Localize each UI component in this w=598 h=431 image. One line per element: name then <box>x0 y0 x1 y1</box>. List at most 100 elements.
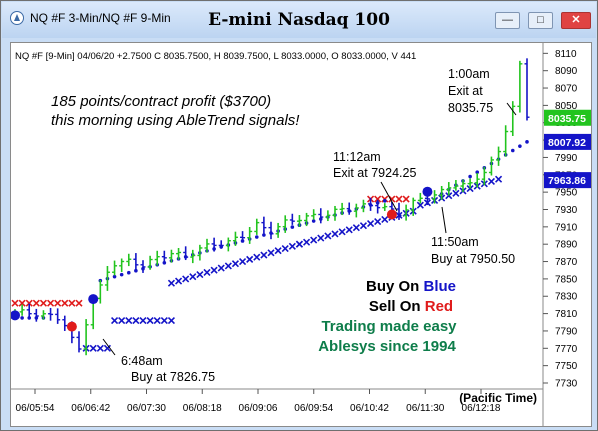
chart-tab-label[interactable]: NQ #F 3-Min/NQ #F 9-Min <box>30 11 171 25</box>
buy-stop-marker <box>238 257 247 266</box>
buy-stop-marker <box>345 226 353 234</box>
price-bar <box>211 237 217 252</box>
price-bar <box>204 238 210 253</box>
stop-x-stroke <box>338 228 346 236</box>
stop-x-stroke <box>39 299 48 307</box>
timezone-label: (Pacific Time) <box>459 391 537 405</box>
sell-stop-marker <box>39 299 48 307</box>
stop-x-stroke <box>238 257 247 266</box>
stop-x-stroke <box>246 255 254 263</box>
price-bar <box>282 215 288 233</box>
title-bar[interactable]: NQ #F 3-Min/NQ #F 9-Min E-mini Nasdaq 10… <box>2 2 596 38</box>
chart-area[interactable]: 8110809080708050803080107990797079507930… <box>10 42 592 427</box>
price-bar <box>496 146 502 166</box>
sell-signal-dot[interactable] <box>66 321 77 332</box>
buy-stop-marker <box>167 316 176 325</box>
buy-stop-marker <box>324 232 332 240</box>
x-tick-label: 06/12:18 <box>462 403 501 414</box>
stop-x-stroke <box>203 268 211 276</box>
sell-stop-marker <box>46 299 55 307</box>
annotation-pointer-exit-1 <box>380 181 398 212</box>
stop-x-stroke <box>18 299 26 307</box>
buy-stop-marker <box>139 316 147 325</box>
price-bar <box>183 246 189 261</box>
window-title: E-mini Nasdaq 100 <box>208 10 390 30</box>
sell-stop-marker <box>68 299 76 307</box>
price-bar <box>304 212 310 227</box>
price-bar <box>140 260 146 273</box>
price-bar <box>154 250 160 266</box>
plot-background <box>11 43 543 389</box>
y-tick-label: 7990 <box>555 153 578 164</box>
stop-x-stroke <box>89 344 97 352</box>
y-tick-label: 7770 <box>555 344 578 355</box>
buy-stop-marker <box>381 215 389 224</box>
price-bar <box>517 60 523 113</box>
price-label-text: 8035.75 <box>548 113 586 125</box>
price-chart[interactable]: 8110809080708050803080107990797079507930… <box>10 43 591 426</box>
buy-stop-marker <box>416 201 424 209</box>
buy-stop-marker <box>359 222 368 230</box>
buy-signal-dot[interactable] <box>88 294 99 305</box>
price-bar <box>112 260 118 276</box>
buy-stop-marker <box>246 255 254 263</box>
legend-sell-on-red: Sell On Red <box>369 298 453 315</box>
stop-x-stroke <box>103 344 112 352</box>
legend-trading-made-easy: Trading made easy <box>321 318 457 335</box>
price-axis-label: 8007.92 <box>544 133 591 150</box>
close-button[interactable]: ✕ <box>561 12 591 29</box>
price-bar <box>318 208 324 224</box>
stop-x-stroke <box>374 195 382 203</box>
y-tick-label: 7810 <box>555 309 578 320</box>
sell-signal-dot[interactable] <box>386 209 397 220</box>
stop-x-stroke <box>224 262 232 270</box>
price-bar <box>126 253 132 267</box>
price-bar <box>396 202 402 220</box>
buy-stop-marker <box>374 217 382 226</box>
sell-stop-marker <box>25 299 33 307</box>
stop-dot <box>262 233 266 237</box>
buy-signal-dot[interactable] <box>10 310 20 321</box>
stop-dot <box>525 140 529 144</box>
stop-x-stroke <box>182 275 190 283</box>
buy-signal-dot[interactable] <box>422 186 433 197</box>
price-bar <box>161 250 167 263</box>
price-axis-label: 8035.75 <box>544 109 591 126</box>
stop-x-stroke <box>32 299 40 307</box>
price-bar <box>446 182 452 196</box>
price-bar <box>76 331 82 353</box>
buy-stop-marker <box>466 185 474 193</box>
buy-stop-marker <box>217 264 225 272</box>
y-tick-label: 8050 <box>555 101 578 112</box>
annotation-exit-2-time: 1:00am <box>448 67 490 81</box>
stop-x-stroke <box>445 192 453 200</box>
y-tick-label: 7890 <box>555 240 578 251</box>
buy-stop-marker <box>452 189 460 197</box>
stop-x-stroke <box>466 185 474 193</box>
sell-stop-marker <box>374 195 382 203</box>
x-tick-label: 06/06:42 <box>71 403 110 414</box>
stop-x-stroke <box>402 195 410 203</box>
price-bar <box>339 202 345 216</box>
stop-x-stroke <box>210 266 218 274</box>
sell-stop-marker <box>18 299 26 307</box>
stop-x-stroke <box>452 189 460 197</box>
stop-x-stroke <box>132 316 140 325</box>
stop-x-stroke <box>167 279 176 287</box>
price-bar <box>481 166 487 186</box>
minimize-icon: — <box>502 14 513 26</box>
price-bar <box>26 303 32 320</box>
stop-x-stroke <box>96 344 104 352</box>
buy-stop-marker <box>288 242 296 250</box>
minimize-button[interactable]: — <box>495 12 520 29</box>
stop-dot <box>119 272 124 277</box>
maximize-button[interactable]: □ <box>528 12 553 29</box>
stop-x-stroke <box>295 240 304 248</box>
sell-stop-marker <box>54 299 62 307</box>
price-bar <box>254 218 260 235</box>
price-bar <box>410 197 416 216</box>
price-bar <box>275 222 281 238</box>
price-bar <box>439 185 445 200</box>
buy-stop-marker <box>494 175 503 183</box>
buy-stop-marker <box>317 234 325 242</box>
